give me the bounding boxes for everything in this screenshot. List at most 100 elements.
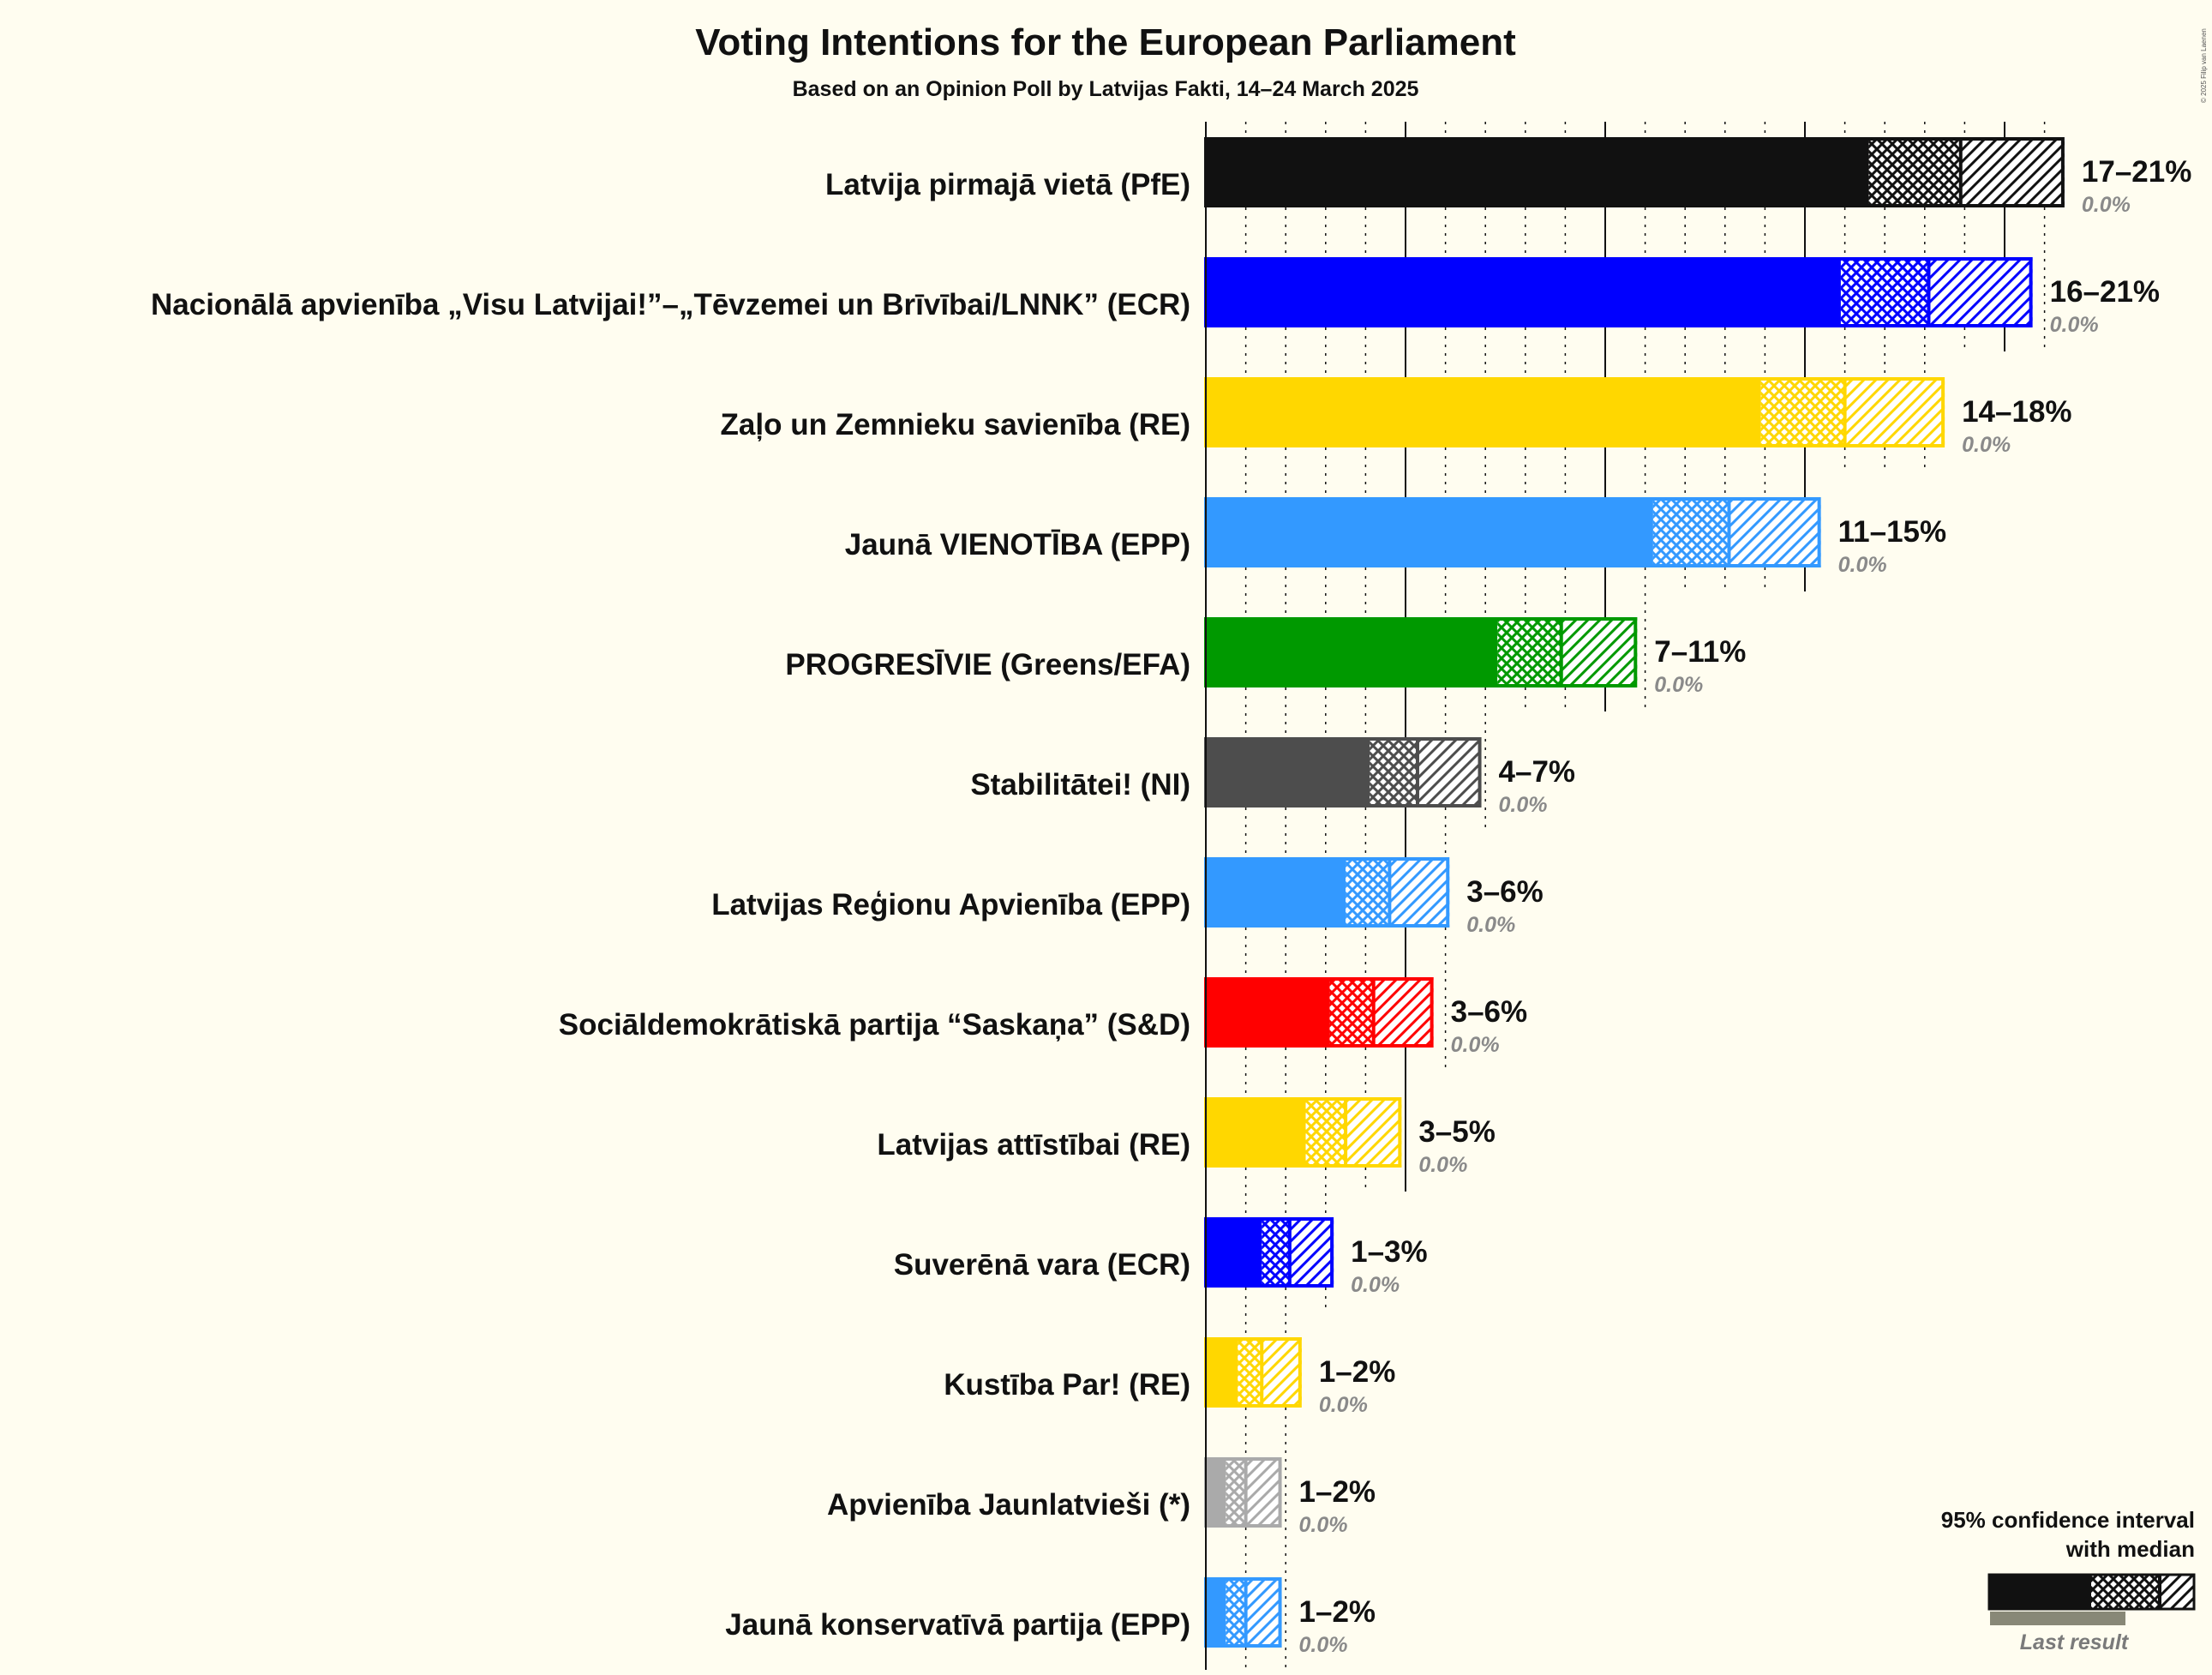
party-bar-group: Nacionālā apvienība „Visu Latvijai!”–„Tē… [151, 257, 2160, 337]
legend-last-result-bar [1990, 1612, 2125, 1625]
bar-solid-segment [1206, 1097, 1306, 1168]
bar-ci-lower-segment [1305, 1097, 1346, 1168]
range-label: 7–11% [1654, 635, 1746, 669]
bar-ci-lower-segment [1329, 977, 1374, 1048]
bar-ci-upper-segment [1245, 1457, 1282, 1528]
party-bar-group: Suverēnā vara (ECR) 1–3% 0.0% [894, 1217, 1428, 1297]
legend-solid-segment [1988, 1574, 2091, 1610]
bar-ci-lower-segment [1346, 857, 1390, 928]
bar-solid-segment [1206, 377, 1761, 447]
last-result-label: 0.0% [1299, 1513, 1348, 1537]
bar-solid-segment [1206, 257, 1841, 327]
bar-ci-lower-segment [1238, 1337, 1262, 1408]
bar-ci-lower-segment [1652, 497, 1729, 567]
party-bar-group: PROGRESĪVIE (Greens/EFA) 7–11% 0.0% [785, 617, 1746, 697]
party-bar-group: Stabilitātei! (NI) 4–7% 0.0% [970, 737, 1575, 817]
bar-solid-segment [1206, 1337, 1238, 1408]
last-result-label: 0.0% [1351, 1273, 1400, 1297]
bar-ci-lower-segment [1497, 617, 1562, 687]
legend-ci-upper-segment [2160, 1574, 2195, 1610]
party-label: Jaunā VIENOTĪBA (EPP) [845, 528, 1190, 561]
party-bar-group: Latvija pirmajā vietā (PfE) 17–21% 0.0% [825, 137, 2191, 217]
bar-ci-upper-segment [1373, 977, 1434, 1048]
last-result-label: 0.0% [1418, 1153, 1467, 1177]
party-label: Jaunā konservatīvā partija (EPP) [725, 1608, 1190, 1642]
party-bar-group: Zaļo un Zemnieku savienība (RE) 14–18% 0.0… [721, 377, 2072, 457]
legend: 95% confidence interval with median Last… [1941, 1507, 2196, 1654]
range-label: 3–6% [1466, 875, 1544, 909]
legend-title-line2: with median [2065, 1536, 2195, 1562]
party-bar-group: Latvijas attīstībai (RE) 3–5% 0.0% [877, 1097, 1496, 1177]
last-result-label: 0.0% [1962, 433, 2011, 457]
bar-ci-upper-segment [1561, 617, 1638, 687]
range-label: 14–18% [1962, 395, 2071, 429]
last-result-label: 0.0% [1299, 1633, 1348, 1657]
bar-ci-upper-segment [1960, 137, 2065, 207]
bar-solid-segment [1206, 857, 1346, 928]
bar-ci-lower-segment [1370, 737, 1418, 807]
party-label: Latvijas attīstībai (RE) [877, 1128, 1190, 1162]
party-bar-group: Jaunā konservatīvā partija (EPP) 1–2% 0.0% [725, 1577, 1376, 1657]
bar-ci-upper-segment [1417, 737, 1482, 807]
bar-ci-lower-segment [1840, 257, 1929, 327]
range-label: 11–15% [1838, 515, 1947, 549]
party-bar-group: Latvijas Reģionu Apvienība (EPP) 3–6% 0.0% [711, 857, 1544, 937]
range-label: 16–21% [2050, 275, 2160, 309]
party-label: Latvijas Reģionu Apvienība (EPP) [711, 888, 1190, 922]
bar-solid-segment [1206, 1577, 1226, 1648]
party-bar-group: Sociāldemokrātiskā partija “Saskaņa” (S&… [559, 977, 1527, 1057]
legend-last-result-label: Last result [2020, 1630, 2130, 1654]
chart-subtitle: Based on an Opinion Poll by Latvijas Fak… [793, 77, 1419, 101]
last-result-label: 0.0% [1466, 913, 1515, 937]
party-label: Suverēnā vara (ECR) [894, 1248, 1190, 1282]
last-result-label: 0.0% [1838, 553, 1887, 577]
copyright-notice: © 2025 Filip van Laenen [2200, 28, 2208, 103]
party-label: Apvienība Jaunlatvieši (*) [827, 1488, 1190, 1522]
range-label: 1–3% [1351, 1235, 1428, 1269]
bar-solid-segment [1206, 137, 1869, 207]
range-label: 4–7% [1499, 755, 1576, 789]
party-label: Sociāldemokrātiskā partija “Saskaņa” (S&… [559, 1008, 1190, 1042]
party-bar-group: Jaunā VIENOTĪBA (EPP) 11–15% 0.0% [845, 497, 1946, 577]
legend-sample-bar [1987, 1573, 2196, 1625]
bar-ci-lower-segment [1226, 1577, 1246, 1648]
last-result-label: 0.0% [2050, 313, 2099, 337]
party-label: Latvija pirmajā vietā (PfE) [825, 168, 1190, 201]
last-result-label: 0.0% [1499, 793, 1548, 817]
bar-ci-upper-segment [1844, 377, 1945, 447]
bar-solid-segment [1206, 617, 1498, 687]
party-bar-group: Apvienība Jaunlatvieši (*) 1–2% 0.0% [827, 1457, 1376, 1537]
party-label: Kustība Par! (RE) [944, 1368, 1190, 1402]
last-result-label: 0.0% [1654, 673, 1703, 697]
bar-ci-upper-segment [1262, 1337, 1302, 1408]
legend-outline [1987, 1573, 2196, 1611]
bar-solid-segment [1206, 1457, 1226, 1528]
bar-ci-upper-segment [1729, 497, 1821, 567]
range-label: 1–2% [1299, 1595, 1376, 1629]
bar-ci-lower-segment [1760, 377, 1845, 447]
range-label: 1–2% [1299, 1475, 1376, 1509]
bar-solid-segment [1206, 977, 1330, 1048]
bar-ci-upper-segment [1289, 1217, 1334, 1288]
bar-ci-upper-segment [1928, 257, 2033, 327]
bar-ci-lower-segment [1868, 137, 1961, 207]
last-result-label: 0.0% [2082, 193, 2131, 217]
chart-title: Voting Intentions for the European Parli… [695, 21, 1516, 63]
bar-ci-lower-segment [1262, 1217, 1290, 1288]
range-label: 1–2% [1319, 1355, 1396, 1389]
party-bar-group: Kustība Par! (RE) 1–2% 0.0% [944, 1337, 1395, 1417]
legend-title-line1: 95% confidence interval [1941, 1507, 2195, 1533]
bar-solid-segment [1206, 1217, 1262, 1288]
last-result-label: 0.0% [1451, 1033, 1500, 1057]
bar-solid-segment [1206, 737, 1370, 807]
bars-layer: Latvija pirmajā vietā (PfE) 17–21% 0.0% Nac… [151, 137, 2191, 1657]
legend-ci-lower-segment [2091, 1574, 2160, 1610]
bar-solid-segment [1206, 497, 1653, 567]
party-label: PROGRESĪVIE (Greens/EFA) [785, 648, 1190, 681]
bar-ci-upper-segment [1245, 1577, 1282, 1648]
bar-ci-lower-segment [1226, 1457, 1246, 1528]
range-label: 3–6% [1451, 995, 1528, 1029]
party-label: Nacionālā apvienība „Visu Latvijai!”–„Tē… [151, 288, 1190, 321]
bar-ci-upper-segment [1346, 1097, 1402, 1168]
